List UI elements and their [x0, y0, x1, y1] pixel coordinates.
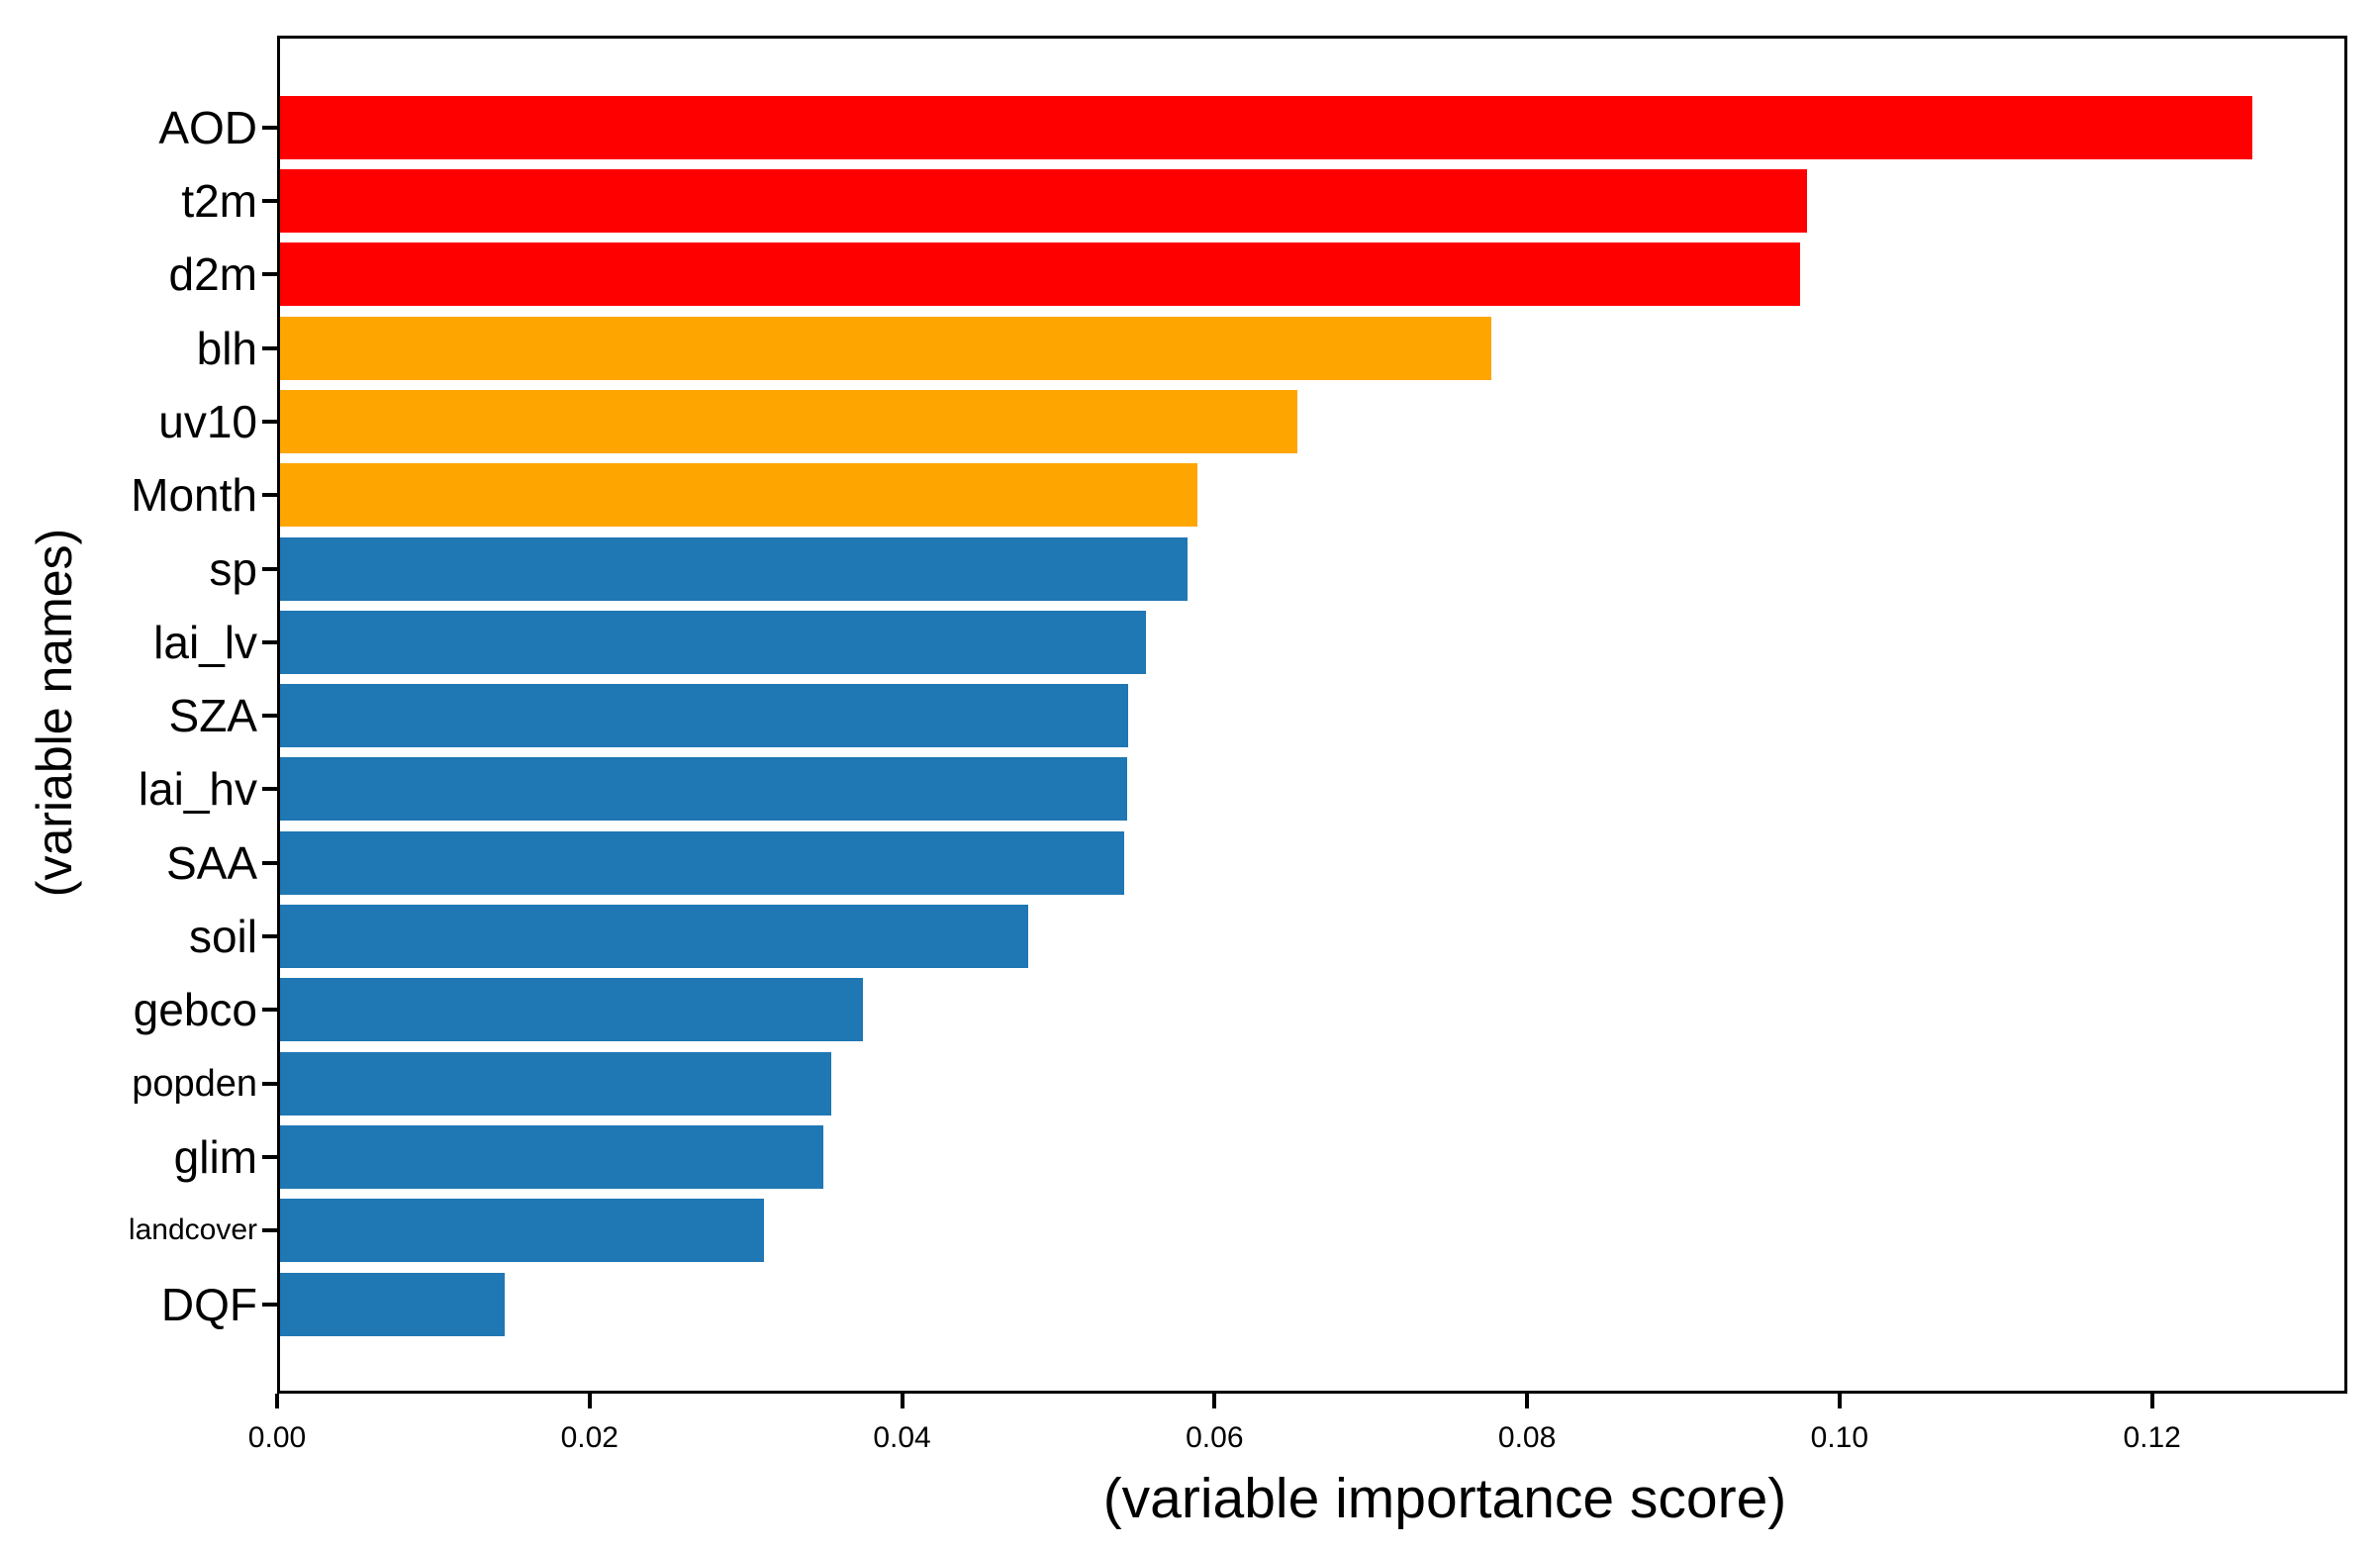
bar-Month — [280, 463, 1197, 528]
bar-landcover — [280, 1199, 764, 1263]
bar-uv10 — [280, 389, 1297, 453]
bar-popden — [280, 1051, 831, 1116]
x-tick-mark-0.12 — [2149, 1394, 2154, 1408]
bar-sp — [280, 536, 1188, 601]
bar-glim — [280, 1124, 823, 1189]
y-tick-label-d2m: d2m — [168, 248, 257, 301]
x-tick-mark-0.02 — [587, 1394, 592, 1408]
y-tick-mark-landcover — [262, 1228, 277, 1233]
x-tick-mark-0.06 — [1212, 1394, 1217, 1408]
bar-SZA — [280, 684, 1128, 748]
x-tick-label-0.10: 0.10 — [1810, 1421, 1869, 1454]
y-tick-label-SAA: SAA — [165, 836, 257, 889]
y-tick-mark-DQF — [262, 1302, 277, 1307]
bar-d2m — [280, 242, 1800, 307]
y-tick-label-t2m: t2m — [181, 175, 257, 227]
y-tick-mark-gebco — [262, 1008, 277, 1013]
x-tick-label-0.12: 0.12 — [2123, 1421, 2181, 1454]
y-tick-mark-AOD — [262, 125, 277, 130]
y-tick-mark-blh — [262, 345, 277, 350]
y-tick-mark-SAA — [262, 860, 277, 865]
x-tick-mark-0.10 — [1837, 1394, 1842, 1408]
y-tick-label-gebco: gebco — [133, 984, 257, 1036]
bar-DQF — [280, 1272, 505, 1336]
x-tick-label-0.04: 0.04 — [873, 1421, 931, 1454]
y-tick-label-DQF: DQF — [160, 1278, 257, 1330]
y-tick-label-lai_lv: lai_lv — [153, 616, 257, 668]
x-axis-title: (variable importance score) — [1102, 1467, 1787, 1530]
y-tick-mark-popden — [262, 1081, 277, 1086]
y-tick-mark-uv10 — [262, 419, 277, 424]
y-tick-mark-sp — [262, 566, 277, 571]
bar-soil — [280, 905, 1028, 968]
bar-t2m — [280, 169, 1807, 233]
x-tick-label-0.06: 0.06 — [1186, 1421, 1244, 1454]
y-tick-label-uv10: uv10 — [158, 395, 257, 447]
y-tick-mark-t2m — [262, 199, 277, 203]
y-tick-label-SZA: SZA — [168, 690, 257, 742]
y-tick-label-soil: soil — [188, 911, 257, 962]
y-tick-label-Month: Month — [131, 469, 257, 522]
y-tick-mark-Month — [262, 493, 277, 498]
x-tick-label-0.02: 0.02 — [560, 1421, 619, 1454]
x-tick-mark-0.04 — [900, 1394, 904, 1408]
y-tick-label-glim: glim — [173, 1130, 257, 1183]
y-tick-mark-lai_hv — [262, 787, 277, 792]
plot-area — [277, 36, 2347, 1394]
y-tick-mark-SZA — [262, 714, 277, 719]
x-tick-label-0.08: 0.08 — [1497, 1421, 1557, 1454]
y-tick-mark-soil — [262, 934, 277, 938]
y-tick-mark-glim — [262, 1154, 277, 1159]
x-tick-mark-0.00 — [275, 1394, 279, 1408]
y-tick-label-landcover: landcover — [128, 1213, 257, 1247]
bar-lai_lv — [280, 610, 1146, 674]
y-tick-label-sp: sp — [209, 542, 257, 595]
x-tick-label-0.00: 0.00 — [247, 1421, 307, 1454]
y-tick-label-blh: blh — [196, 322, 257, 374]
y-tick-label-popden: popden — [132, 1062, 257, 1105]
y-tick-label-AOD: AOD — [158, 101, 257, 153]
y-tick-mark-lai_lv — [262, 639, 277, 644]
bar-AOD — [280, 95, 2252, 159]
x-tick-mark-0.08 — [1525, 1394, 1530, 1408]
y-tick-label-lai_hv: lai_hv — [138, 763, 257, 816]
bar-blh — [280, 316, 1491, 380]
bar-lai_hv — [280, 757, 1127, 822]
y-tick-mark-d2m — [262, 272, 277, 277]
bar-SAA — [280, 830, 1124, 895]
bar-gebco — [280, 978, 863, 1042]
